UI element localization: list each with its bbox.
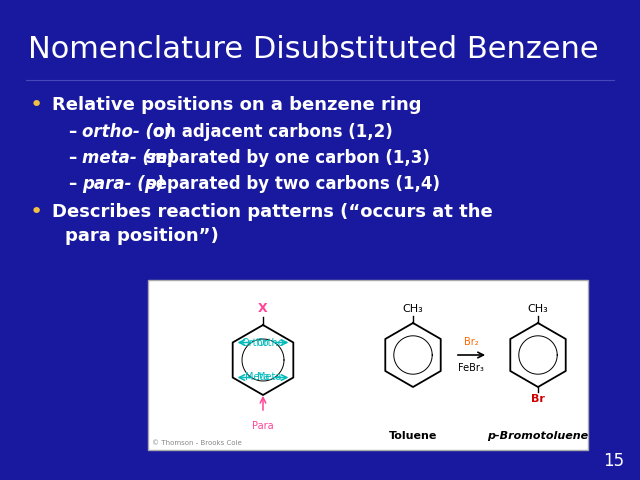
Text: Meta: Meta [257,372,281,383]
Text: © Thomson - Brooks Cole: © Thomson - Brooks Cole [152,440,242,446]
Text: Describes reaction patterns (“occurs at the: Describes reaction patterns (“occurs at … [52,203,493,221]
Text: p-Bromotoluene: p-Bromotoluene [488,431,589,441]
FancyBboxPatch shape [148,280,588,450]
Text: FeBr₃: FeBr₃ [458,363,484,373]
Text: para position”): para position”) [65,227,219,245]
Text: –: – [68,175,76,193]
Text: Relative positions on a benzene ring: Relative positions on a benzene ring [52,96,422,114]
Text: •: • [30,202,44,222]
Text: CH₃: CH₃ [403,304,424,314]
Text: meta- (m): meta- (m) [82,149,175,167]
Text: Br₂: Br₂ [464,337,478,347]
Text: •: • [30,95,44,115]
Text: separated by two carbons (1,4): separated by two carbons (1,4) [141,175,440,193]
Text: CH₃: CH₃ [527,304,548,314]
Text: –: – [68,149,76,167]
Text: Ortho: Ortho [242,337,269,348]
Text: Ortho: Ortho [257,337,284,348]
Text: Br: Br [531,394,545,404]
Text: X: X [258,302,268,315]
Text: para- (p): para- (p) [82,175,164,193]
Text: 15: 15 [603,452,624,470]
Text: Meta: Meta [245,372,269,383]
Text: ortho- (o): ortho- (o) [82,123,172,141]
Text: separated by one carbon (1,3): separated by one carbon (1,3) [141,149,430,167]
Text: Toluene: Toluene [389,431,437,441]
Text: Para: Para [252,421,274,431]
Text: –: – [68,123,76,141]
Text: on adjacent carbons (1,2): on adjacent carbons (1,2) [147,123,393,141]
Text: Nomenclature Disubstituted Benzene: Nomenclature Disubstituted Benzene [28,35,598,64]
